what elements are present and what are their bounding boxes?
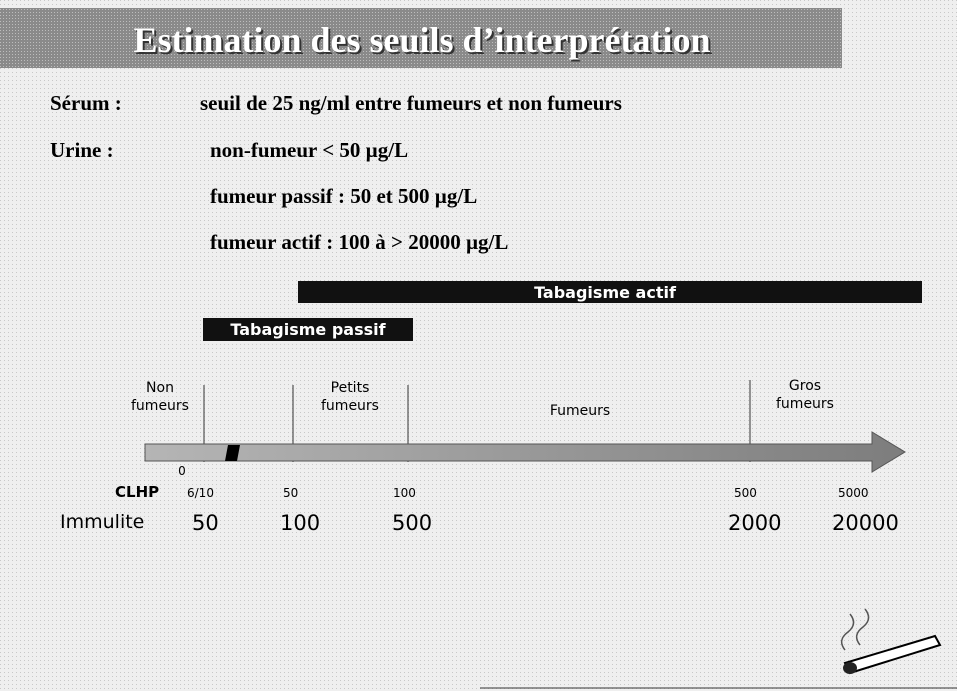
title: Estimation des seuils d’interprétation bbox=[133, 20, 710, 60]
zone-label-line: fumeurs bbox=[321, 398, 379, 414]
scale-value: 100 bbox=[393, 486, 416, 500]
row-text: seuil de 25 ng/ml entre fumeurs et non f… bbox=[200, 91, 622, 115]
row-text: fumeur actif : 100 à > 20000 µg/L bbox=[210, 230, 508, 254]
zone-label: Non bbox=[146, 380, 174, 396]
row-label: Urine : bbox=[50, 138, 114, 162]
row-text: non-fumeur < 50 µg/L bbox=[210, 138, 408, 162]
method-label: Immulite bbox=[60, 511, 144, 533]
row-label: Sérum : bbox=[50, 91, 122, 115]
scale-value: 5000 bbox=[838, 486, 869, 500]
zone-label: Petits bbox=[331, 380, 370, 396]
zone-label: Gros bbox=[789, 378, 821, 394]
page: Estimation des seuils d’interprétation E… bbox=[0, 0, 957, 691]
scale-value: 6/10 bbox=[187, 486, 214, 500]
slide: Estimation des seuils d’interprétation E… bbox=[0, 0, 957, 691]
scale-value: 50 bbox=[283, 486, 298, 500]
row-text: fumeur passif : 50 et 500 µg/L bbox=[210, 184, 477, 208]
scale-value: 2000 bbox=[728, 511, 781, 535]
zone-label-line: fumeurs bbox=[131, 398, 189, 414]
band-label: Tabagisme passif bbox=[230, 320, 386, 339]
zone-label: Fumeurs bbox=[550, 403, 610, 419]
scale-value: 20000 bbox=[832, 511, 899, 535]
method-label: CLHP bbox=[115, 483, 159, 501]
scale-value: 100 bbox=[280, 511, 320, 535]
scale-value: 50 bbox=[192, 511, 219, 535]
band-label: Tabagisme actif bbox=[534, 283, 677, 302]
scale-value: 500 bbox=[734, 486, 757, 500]
zero-label: 0 bbox=[178, 464, 186, 478]
scale-value: 500 bbox=[392, 511, 432, 535]
zone-label-line: fumeurs bbox=[776, 396, 834, 412]
